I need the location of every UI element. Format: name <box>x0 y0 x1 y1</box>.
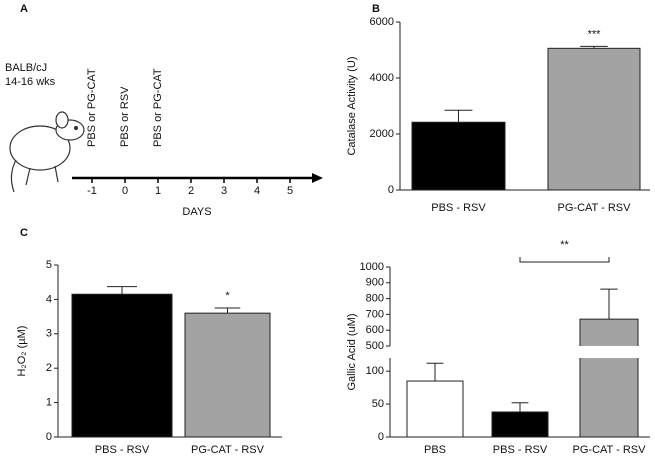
x-tick-label: PBS <box>424 444 446 456</box>
bar <box>411 121 506 191</box>
y-tick-label: 800 <box>366 293 384 305</box>
panel-label: A <box>20 3 28 15</box>
y-tick-label: 1000 <box>360 261 384 273</box>
y-tick-label: 2000 <box>370 128 394 140</box>
significance: * <box>225 290 230 302</box>
day-label: 3 <box>221 185 227 197</box>
x-tick-label: PG-CAT - RSV <box>573 444 647 456</box>
y-tick-label: 500 <box>366 340 384 352</box>
bar <box>406 380 464 438</box>
bar <box>71 293 173 438</box>
mouse-drawing <box>9 111 85 193</box>
x-tick-label: PG-CAT - RSV <box>558 202 632 214</box>
day-label: -1 <box>87 185 97 197</box>
bar <box>184 312 271 438</box>
y-axis-label: Catalase Activity (U) <box>346 56 358 155</box>
significance: *** <box>588 28 602 40</box>
subject: BALB/cJ <box>5 62 47 74</box>
day-label: 2 <box>188 185 194 197</box>
y-tick-label: 6000 <box>370 16 394 28</box>
treatment-label: PBS or PG-CAT <box>152 68 164 147</box>
y-tick-label: 4 <box>46 293 52 305</box>
y-tick-label: 2 <box>46 362 52 374</box>
y-tick-label: 700 <box>366 308 384 320</box>
x-tick-label: PBS - RSV <box>493 444 548 456</box>
y-tick-label: 600 <box>366 324 384 336</box>
subject: 14-16 wks <box>5 76 56 88</box>
y-tick-label: 1 <box>46 397 52 409</box>
axis-break-gap <box>579 346 639 358</box>
y-tick-label: 50 <box>372 398 384 410</box>
x-tick-label: PG-CAT - RSV <box>191 444 265 456</box>
treatment-label: PBS or RSV <box>119 86 131 147</box>
y-tick-label: 3 <box>46 328 52 340</box>
bar <box>491 411 549 438</box>
significance: ** <box>560 239 569 251</box>
y-tick-label: 100 <box>366 365 384 377</box>
y-tick-label: 5 <box>46 259 52 271</box>
x-tick-label: PBS - RSV <box>95 444 150 456</box>
day-label: 5 <box>287 185 293 197</box>
y-tick-label: 0 <box>388 184 394 196</box>
bar <box>547 47 641 191</box>
day-label: 4 <box>254 185 260 197</box>
y-tick-label: 4000 <box>370 72 394 84</box>
y-axis-label: H₂O₂ (µM) <box>16 326 28 377</box>
arrow-head <box>312 173 323 183</box>
panel-label: B <box>372 3 380 15</box>
y-axis-label: Gallic Acid (uM) <box>346 313 358 390</box>
x-tick-label: PBS - RSV <box>431 202 486 214</box>
day-label: 1 <box>155 185 161 197</box>
axis-label: DAYS <box>182 206 211 218</box>
treatment-label: PBS or PG-CAT <box>86 68 98 147</box>
day-label: 0 <box>122 185 128 197</box>
y-tick-label: 0 <box>378 431 384 443</box>
significance-bracket <box>519 257 610 263</box>
panel-label: C <box>20 227 28 239</box>
y-tick-label: 900 <box>366 277 384 289</box>
y-tick-label: 0 <box>46 431 52 443</box>
bar <box>579 318 639 438</box>
